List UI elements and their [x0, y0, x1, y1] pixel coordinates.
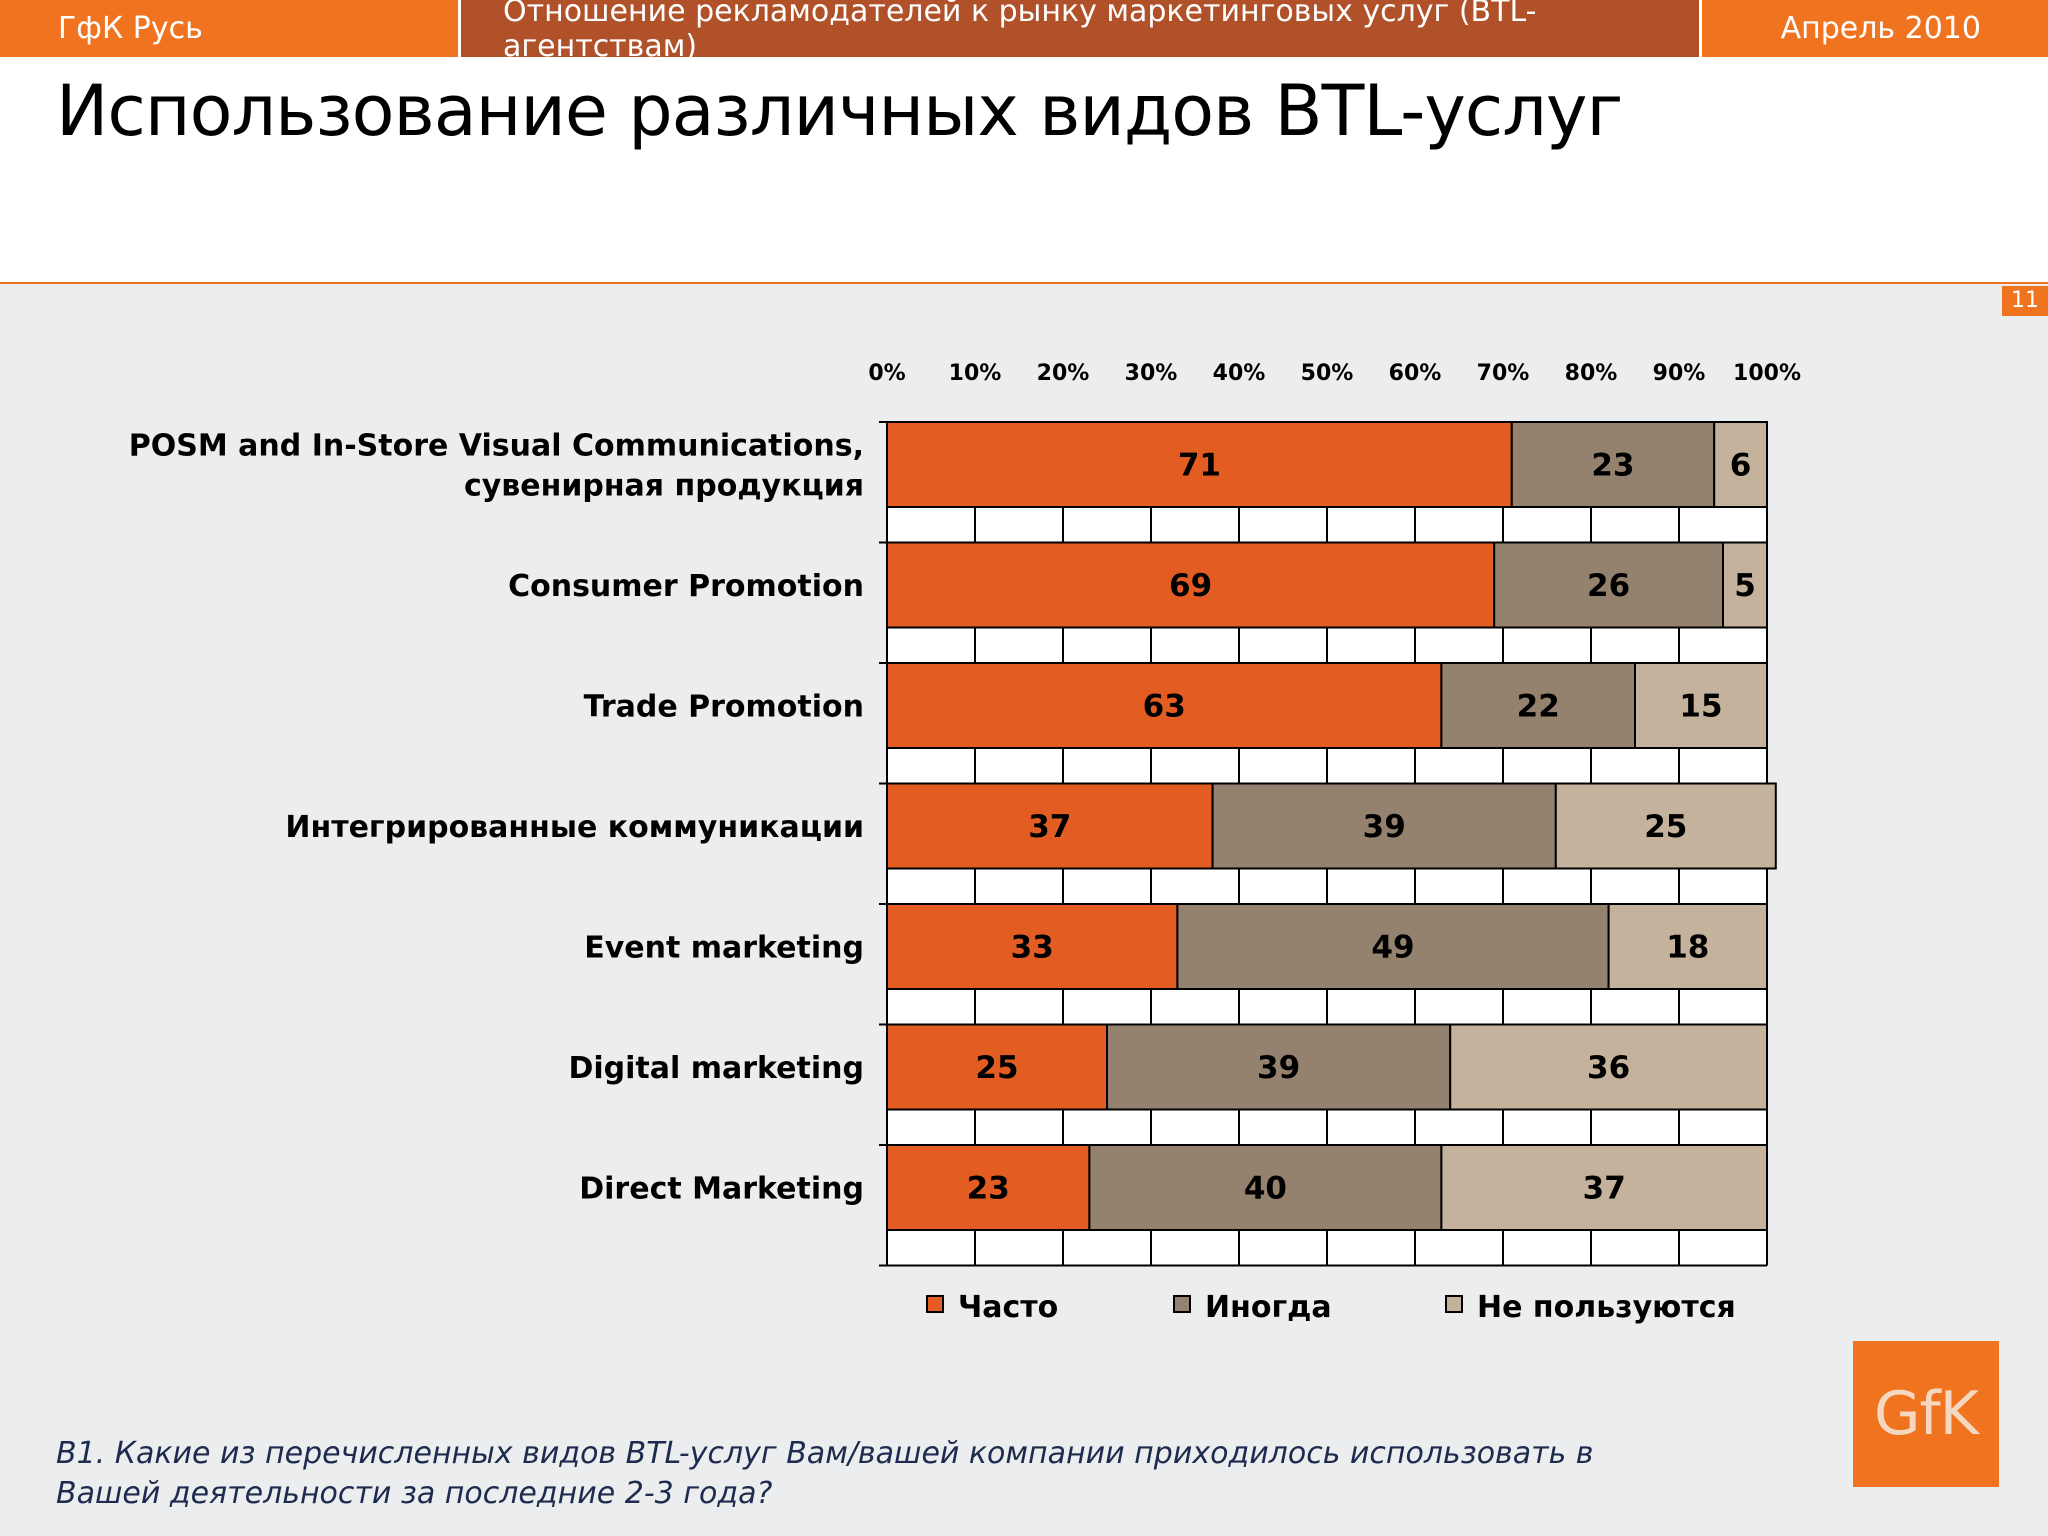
- data-label: 22: [1517, 689, 1560, 725]
- bar-segment: [886, 662, 1443, 749]
- data-label: 71: [1178, 448, 1221, 484]
- data-label: 26: [1587, 568, 1630, 604]
- stacked-bar-chart: 0% 10% 20% 30% 40% 50% 60% 70% 80% 90% 100% 71 23 6 PO…: [129, 361, 1801, 1325]
- gfk-logo: GfK: [1853, 1341, 1999, 1487]
- x-tick-label: 70%: [1477, 361, 1530, 386]
- category-label: Consumer Promotion: [508, 569, 864, 604]
- bar-segment: [886, 903, 1179, 990]
- data-label: 6: [1730, 448, 1752, 484]
- x-tick-label: 40%: [1213, 361, 1266, 386]
- bar-segment: [1634, 662, 1768, 749]
- data-label: 40: [1244, 1171, 1287, 1207]
- slide-title: Использование различных видов BTL-услуг: [56, 70, 1623, 152]
- data-label: 18: [1666, 930, 1709, 966]
- title-band: [0, 57, 2048, 284]
- data-label: 69: [1169, 568, 1212, 604]
- bar-segment: [1449, 1023, 1768, 1111]
- data-label: 39: [1257, 1050, 1300, 1086]
- data-label: 5: [1734, 568, 1756, 604]
- legend-swatch: [1173, 1295, 1191, 1313]
- data-label: 63: [1143, 689, 1186, 725]
- bar-segment: [1722, 541, 1768, 629]
- legend-swatch: [1445, 1295, 1463, 1313]
- header-bar: ГфК Русь Отношение рекламодателей к рынк…: [0, 0, 2048, 64]
- category-label: POSM and In-Store Visual Communications,: [129, 429, 864, 464]
- bar-segment: [1440, 1144, 1769, 1231]
- data-label: 49: [1371, 930, 1414, 966]
- bar-segment: [1493, 541, 1724, 629]
- data-label: 23: [967, 1171, 1010, 1207]
- report-date: Апрель 2010: [1780, 11, 1981, 46]
- bar-segment: [1106, 1023, 1452, 1111]
- data-label: 37: [1583, 1171, 1626, 1207]
- data-label: 37: [1028, 809, 1071, 845]
- data-label: 33: [1011, 930, 1054, 966]
- category-label: Event marketing: [584, 931, 864, 966]
- bar-segment: [1554, 782, 1777, 870]
- bar-segment: [886, 1023, 1108, 1111]
- legend-swatch: [926, 1295, 944, 1313]
- bar-segment: [886, 541, 1496, 629]
- x-tick-label: 100%: [1733, 361, 1801, 386]
- category-label: Digital marketing: [568, 1051, 864, 1086]
- legend-label: Иногда: [1205, 1290, 1332, 1325]
- category-label: сувенирная продукция: [464, 469, 864, 504]
- x-tick-label: 60%: [1389, 361, 1442, 386]
- bar-segment: [1176, 903, 1610, 990]
- bar-segment: [886, 421, 1513, 508]
- survey-question: B1. Какие из перечисленных видов BTL-усл…: [56, 1436, 1594, 1511]
- data-label: 25: [1644, 809, 1687, 845]
- legend-label: Не пользуются: [1477, 1290, 1736, 1325]
- bar-segment: [1440, 662, 1637, 749]
- data-label: 23: [1591, 448, 1634, 484]
- category-label: Интегрированные коммуникации: [285, 810, 864, 845]
- bar-segment: [1607, 903, 1768, 990]
- x-tick-label: 50%: [1301, 361, 1354, 386]
- x-tick-label: 0%: [868, 361, 905, 386]
- page-number: 11: [2002, 286, 2048, 316]
- data-label: 25: [975, 1050, 1018, 1086]
- company-name: ГфК Русь: [58, 11, 203, 46]
- bar-segment: [1713, 421, 1768, 508]
- x-tick-label: 30%: [1125, 361, 1178, 386]
- bar-segment: [1510, 421, 1716, 508]
- category-label: Direct Marketing: [579, 1172, 864, 1207]
- legend-label: Часто: [958, 1290, 1058, 1325]
- x-tick-label: 80%: [1565, 361, 1618, 386]
- bar-segment: [1211, 782, 1557, 870]
- x-tick-label: 20%: [1037, 361, 1090, 386]
- data-label: 15: [1679, 689, 1722, 725]
- data-label: 39: [1363, 809, 1406, 845]
- x-tick-label: 10%: [949, 361, 1002, 386]
- x-tick-label: 90%: [1653, 361, 1706, 386]
- data-label: 36: [1587, 1050, 1630, 1086]
- category-label: Trade Promotion: [584, 690, 864, 725]
